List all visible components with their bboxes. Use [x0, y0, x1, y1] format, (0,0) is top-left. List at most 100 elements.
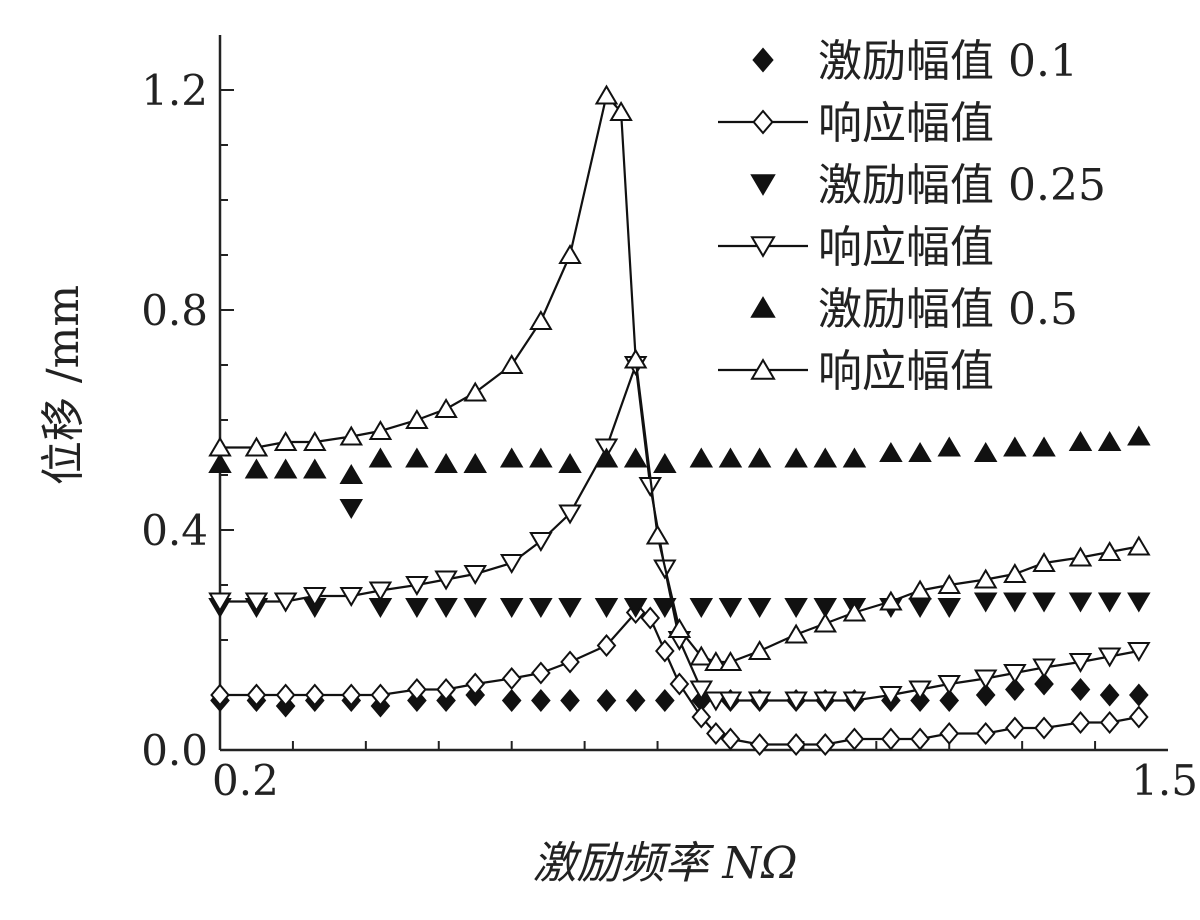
data-point — [499, 354, 524, 374]
y-tick-label: 0.8 — [141, 286, 208, 335]
data-point — [623, 348, 648, 369]
data-point — [1127, 425, 1151, 446]
data-point — [655, 688, 675, 713]
legend-marker — [750, 236, 776, 258]
data-point — [1003, 436, 1027, 457]
data-point — [434, 398, 458, 418]
data-point — [784, 598, 808, 618]
data-point — [499, 554, 524, 574]
data-point — [747, 447, 772, 468]
data-point — [273, 458, 298, 479]
data-point — [529, 532, 553, 552]
data-point — [689, 645, 714, 666]
data-point — [1070, 677, 1091, 702]
data-point — [747, 598, 772, 618]
data-point — [784, 623, 808, 644]
data-point — [368, 420, 393, 440]
data-point — [275, 683, 296, 707]
data-point — [1032, 436, 1056, 457]
legend-entry-excitation-0.25: 激励幅值 0.25 — [750, 160, 1106, 211]
data-point — [531, 661, 551, 685]
data-point — [594, 447, 619, 468]
data-point — [939, 721, 960, 746]
data-point — [303, 431, 327, 451]
legend-marker — [750, 174, 776, 196]
data-point — [908, 442, 932, 462]
data-point — [973, 669, 998, 690]
data-point — [407, 677, 427, 702]
data-point — [908, 579, 932, 600]
data-point — [210, 683, 230, 707]
legend-label: 激励幅值 0.1 — [818, 36, 1078, 87]
data-point — [813, 598, 838, 618]
y-axis-label: 位移 /mm — [38, 285, 89, 485]
data-point — [718, 598, 743, 618]
data-point — [1127, 642, 1151, 662]
data-point — [596, 688, 617, 713]
y-tick-label: 0.0 — [141, 726, 208, 775]
data-point — [405, 576, 429, 596]
data-point — [273, 592, 298, 613]
data-point — [1005, 677, 1025, 702]
data-point — [623, 447, 648, 468]
data-point — [653, 453, 677, 473]
data-point — [501, 688, 522, 713]
data-point — [594, 84, 619, 105]
legend-label: 激励幅值 0.25 — [818, 160, 1106, 211]
data-point — [436, 677, 456, 702]
data-point — [704, 651, 728, 671]
data-point — [244, 458, 269, 479]
data-point — [747, 691, 772, 712]
data-point — [558, 453, 582, 473]
legend-label: 激励幅值 0.5 — [818, 284, 1078, 335]
data-point — [718, 651, 743, 671]
data-point — [303, 458, 327, 479]
y-tick-label: 0.4 — [141, 506, 208, 555]
legend-entry-response-0.1: 响应幅值 — [718, 98, 994, 149]
data-point — [368, 447, 393, 468]
legend-label: 响应幅值 — [818, 346, 994, 397]
data-point — [625, 688, 646, 713]
data-point — [908, 680, 932, 701]
data-point — [1034, 716, 1054, 740]
y-tick-label: 1.2 — [141, 66, 208, 115]
data-point — [813, 612, 838, 633]
data-point — [937, 598, 961, 618]
data-point — [529, 598, 553, 618]
x-axis-label: 激励频率 NΩ — [533, 838, 798, 889]
data-point — [208, 592, 232, 613]
data-point — [1099, 683, 1120, 707]
data-point — [465, 672, 486, 696]
data-point — [434, 453, 458, 473]
data-point — [1032, 552, 1056, 572]
data-point — [529, 447, 553, 468]
data-point — [669, 672, 690, 696]
data-point — [975, 721, 996, 746]
data-point — [786, 732, 806, 757]
data-point — [704, 691, 728, 712]
data-point — [908, 598, 932, 618]
data-point — [1003, 664, 1027, 684]
data-point — [655, 639, 675, 663]
data-point — [937, 436, 961, 457]
data-point — [645, 524, 670, 545]
data-point — [434, 570, 458, 591]
data-point — [208, 436, 232, 457]
legend-entry-excitation-0.1: 激励幅值 0.1 — [752, 36, 1078, 87]
data-point — [1003, 592, 1027, 613]
data-point — [973, 568, 998, 589]
data-point — [815, 732, 836, 757]
axes: 0.0 0.4 0.8 1.2 0.2 1.5 — [141, 35, 1198, 805]
data-point — [405, 447, 429, 468]
data-point — [368, 581, 393, 602]
data-point — [623, 598, 648, 618]
data-point — [1070, 710, 1091, 735]
data-point — [339, 425, 364, 446]
data-point — [463, 565, 487, 585]
data-point — [718, 447, 743, 468]
data-point — [720, 727, 741, 751]
data-point — [339, 499, 364, 519]
